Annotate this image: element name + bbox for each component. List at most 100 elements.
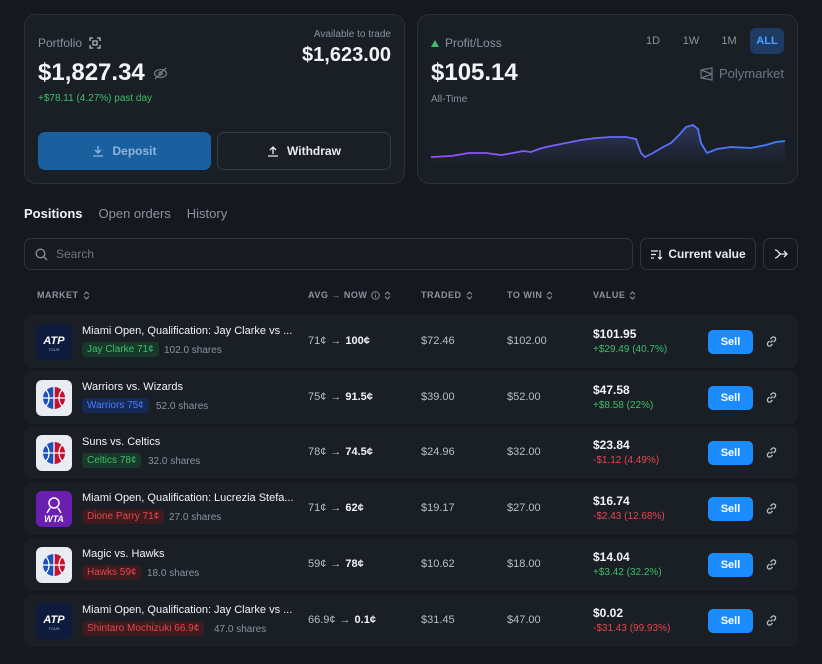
sell-button[interactable]: Sell (708, 497, 753, 521)
outcome-pill: Dione Parry 71¢ (82, 509, 165, 524)
merge-button[interactable] (763, 238, 798, 270)
column-market-label: MARKET (37, 290, 79, 300)
position-row[interactable]: Warriors vs. Wizards Warriors 75¢ 52.0 s… (24, 371, 798, 424)
sparkline-area (431, 125, 785, 165)
outcome-pill: Warriors 75¢ (82, 398, 149, 413)
sell-button[interactable]: Sell (708, 609, 753, 633)
sell-button[interactable]: Sell (708, 441, 753, 465)
column-avg-now[interactable]: AVG → NOW (308, 290, 391, 300)
sort-toggle-icon (546, 290, 553, 300)
now-price: 78¢ (345, 558, 364, 570)
nba-logo-icon (36, 547, 72, 583)
traded-amount: $72.46 (421, 335, 455, 347)
shares-count: 27.0 shares (169, 512, 222, 523)
range-tabs: 1D 1W 1M ALL (636, 28, 784, 54)
position-row[interactable]: Suns vs. Celtics Celtics 78¢ 32.0 shares… (24, 426, 798, 479)
sell-button[interactable]: Sell (708, 386, 753, 410)
position-row[interactable]: ATP TOUR Miami Open, Qualification: Jay C… (24, 315, 798, 368)
avg-price: 59¢ (308, 558, 327, 570)
range-tab-all[interactable]: ALL (750, 28, 784, 54)
position-row[interactable]: WTA Miami Open, Qualification: Lucrezia … (24, 482, 798, 535)
to-win-amount: $102.00 (507, 335, 547, 347)
svg-text:TOUR: TOUR (48, 347, 59, 352)
column-market[interactable]: MARKET (37, 290, 90, 300)
column-value[interactable]: VALUE (593, 290, 636, 300)
svg-text:WTA: WTA (44, 514, 64, 524)
sort-lines-icon (651, 249, 663, 260)
traded-amount: $31.45 (421, 614, 455, 626)
to-win-amount: $47.00 (507, 614, 541, 626)
avg-now-price: 59¢ → 78¢ (308, 558, 364, 570)
position-change: -$31.43 (99.93%) (593, 623, 671, 634)
search-box (24, 238, 633, 270)
sell-button[interactable]: Sell (708, 553, 753, 577)
link-icon[interactable] (765, 335, 778, 348)
search-input[interactable] (56, 247, 556, 261)
polymarket-logo-icon (700, 66, 713, 81)
position-change: -$2.43 (12.68%) (593, 511, 665, 522)
column-traded-label: TRADED (421, 290, 462, 300)
position-value: $0.02 (593, 606, 624, 620)
deposit-button[interactable]: Deposit (38, 132, 211, 170)
link-icon[interactable] (765, 558, 778, 571)
avg-price: 66.9¢ (308, 614, 336, 626)
available-value: $1,623.00 (302, 44, 391, 66)
sparkline-line (431, 124, 785, 159)
portfolio-label-group: Portfolio (38, 36, 101, 50)
search-icon (35, 248, 48, 260)
pnl-value: $105.14 (431, 59, 518, 86)
qr-scan-icon[interactable] (89, 37, 101, 49)
column-value-label: VALUE (593, 290, 626, 300)
shares-count: 18.0 shares (147, 568, 200, 579)
market-title[interactable]: Miami Open, Qualification: Jay Clarke vs… (82, 604, 293, 616)
arrow-right-icon: → (330, 391, 342, 403)
column-traded[interactable]: TRADED (421, 290, 473, 300)
withdraw-label: Withdraw (287, 144, 341, 158)
eye-off-icon[interactable] (153, 67, 168, 80)
market-title[interactable]: Suns vs. Celtics (82, 436, 161, 448)
link-icon[interactable] (765, 391, 778, 404)
upload-icon (268, 146, 279, 157)
svg-text:TOUR: TOUR (48, 626, 59, 631)
nba-logo-icon (36, 435, 72, 471)
position-row[interactable]: Magic vs. Hawks Hawks 59¢ 18.0 shares 59… (24, 538, 798, 591)
svg-text:ATP: ATP (42, 614, 65, 626)
market-title[interactable]: Magic vs. Hawks (82, 548, 165, 560)
portfolio-value-group: $1,827.34 (38, 59, 168, 87)
market-title[interactable]: Warriors vs. Wizards (82, 381, 184, 393)
sell-button[interactable]: Sell (708, 330, 753, 354)
range-tab-1m[interactable]: 1M (721, 35, 737, 47)
link-icon[interactable] (765, 614, 778, 627)
link-icon[interactable] (765, 502, 778, 515)
svg-text:ATP: ATP (42, 335, 65, 347)
avg-price: 78¢ (308, 446, 327, 458)
tab-open-orders[interactable]: Open orders (98, 206, 171, 221)
avg-now-price: 71¢ → 100¢ (308, 335, 370, 347)
tab-history[interactable]: History (186, 206, 228, 221)
arrow-right-icon: → (330, 558, 342, 570)
pnl-period: All-Time (431, 94, 468, 105)
market-title[interactable]: Miami Open, Qualification: Lucrezia Stef… (82, 492, 294, 504)
tab-positions[interactable]: Positions (24, 206, 83, 221)
now-price: 0.1¢ (354, 614, 376, 626)
now-price: 91.5¢ (345, 391, 373, 403)
position-row[interactable]: ATP TOUR Miami Open, Qualification: Jay C… (24, 594, 798, 647)
market-title[interactable]: Miami Open, Qualification: Jay Clarke vs… (82, 325, 293, 337)
withdraw-button[interactable]: Withdraw (217, 132, 391, 170)
link-icon[interactable] (765, 446, 778, 459)
position-value: $47.58 (593, 383, 630, 397)
column-to-win-label: TO WIN (507, 290, 543, 300)
sort-current-value-button[interactable]: Current value (640, 238, 756, 270)
column-to-win[interactable]: TO WIN (507, 290, 553, 300)
to-win-amount: $18.00 (507, 558, 541, 570)
column-avg-now-label: AVG → NOW (308, 290, 368, 300)
nba-logo-icon (36, 380, 72, 416)
arrow-right-icon: → (330, 502, 342, 514)
position-change: +$8.58 (22%) (593, 400, 654, 411)
position-value: $16.74 (593, 494, 630, 508)
positions-tabs: Positions Open orders History (24, 206, 227, 221)
range-tab-1w[interactable]: 1W (682, 35, 700, 47)
outcome-pill: Shintaro Mochizuki 66.9¢ (82, 621, 205, 636)
range-tab-1d[interactable]: 1D (645, 35, 661, 47)
shares-count: 52.0 shares (156, 401, 209, 412)
